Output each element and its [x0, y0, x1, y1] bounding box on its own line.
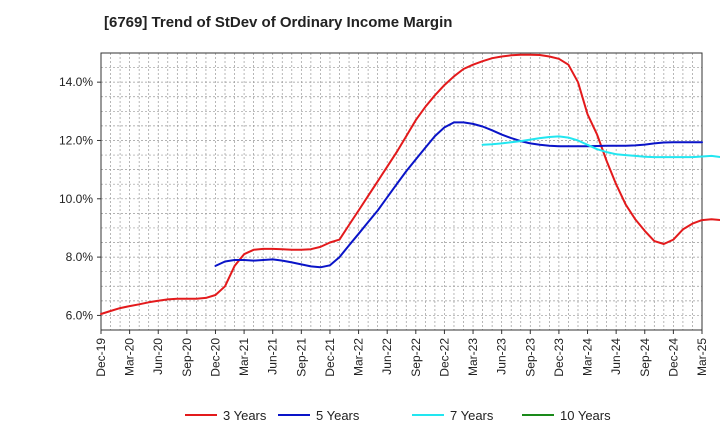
x-tick-label: Sep-22: [409, 338, 423, 377]
x-tick-label: Mar-20: [123, 338, 137, 376]
series-layer: [100, 53, 720, 315]
legend-label: 3 Years: [223, 408, 267, 423]
x-tick-label: Mar-23: [466, 338, 480, 376]
x-tick-label: Jun-22: [380, 338, 394, 375]
legend-label: 7 Years: [450, 408, 494, 423]
x-tick-label: Dec-24: [666, 338, 680, 377]
plot-frame: [100, 52, 703, 331]
x-tick-label: Sep-24: [638, 338, 652, 377]
x-tick-label: Dec-21: [323, 338, 337, 377]
x-tick-label: Mar-22: [352, 338, 366, 376]
legend-label: 10 Years: [560, 408, 611, 423]
x-tick-label: Sep-23: [523, 338, 537, 377]
legend: 3 Years 5 Years 7 Years 10 Years: [185, 408, 611, 423]
series-line-3-years: [100, 53, 720, 315]
y-tick-label: 10.0%: [59, 192, 93, 206]
x-tick-label: Jun-20: [151, 338, 165, 375]
x-tick-label: Jun-21: [266, 338, 280, 375]
y-tick-label: 14.0%: [59, 75, 93, 89]
x-tick-label: Jun-23: [495, 338, 509, 375]
x-tick-label: Dec-23: [552, 338, 566, 377]
legend-label: 5 Years: [316, 408, 360, 423]
series-line-7-years: [481, 135, 720, 159]
x-tick-label: Mar-24: [581, 338, 595, 376]
y-tick-label: 6.0%: [66, 308, 94, 322]
x-tick-label: Mar-21: [237, 338, 251, 376]
axis-labels: 6.0% 8.0% 10.0% 12.0% 14.0% Dec-19 Mar-20 Jun-2…: [59, 75, 709, 377]
x-tick-label: Dec-22: [437, 338, 451, 377]
y-tick-label: 8.0%: [66, 250, 94, 264]
x-tick-label: Dec-20: [208, 338, 222, 377]
x-tick-label: Sep-20: [180, 338, 194, 377]
series-line-5-years: [214, 121, 703, 269]
y-tick-label: 12.0%: [59, 133, 93, 147]
grid-layer: [101, 53, 702, 330]
x-tick-label: Dec-19: [94, 338, 108, 377]
x-tick-label: Jun-24: [609, 338, 623, 375]
x-tick-label: Sep-21: [294, 338, 308, 377]
x-tick-label: Mar-25: [695, 338, 709, 376]
chart-title: [6769] Trend of StDev of Ordinary Income…: [104, 14, 453, 31]
